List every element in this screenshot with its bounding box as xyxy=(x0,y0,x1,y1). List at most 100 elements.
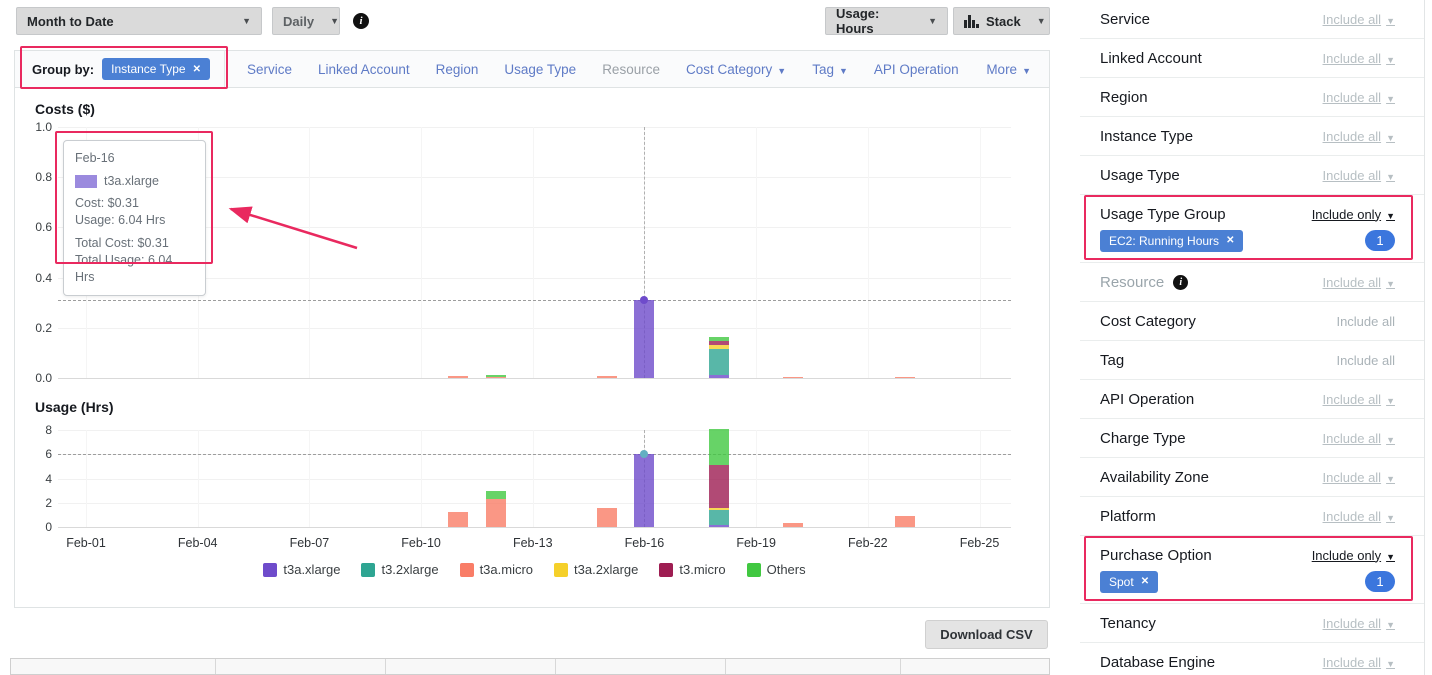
bar-segment-t3a-2xlarge[interactable] xyxy=(709,508,729,510)
metric-dropdown[interactable]: Usage: Hours ▼ xyxy=(825,7,948,35)
remove-tag-icon[interactable]: ✕ xyxy=(1141,576,1149,587)
filter-row-platform: PlatformInclude all▼ xyxy=(1080,497,1425,536)
bar-segment-others[interactable] xyxy=(709,429,729,465)
filter-action-tenancy[interactable]: Include all▼ xyxy=(1323,616,1395,631)
bar-segment-t3a-xlarge[interactable] xyxy=(709,525,729,527)
filter-label: Charge Type xyxy=(1100,430,1186,447)
group-by-active-tag[interactable]: Instance Type ✕ xyxy=(102,58,210,80)
filter-label: Region xyxy=(1100,89,1148,106)
filter-action-region[interactable]: Include all▼ xyxy=(1323,90,1395,105)
filter-action-availability-zone[interactable]: Include all▼ xyxy=(1323,470,1395,485)
bar-segment-t3a-xlarge[interactable] xyxy=(634,454,654,527)
chevron-down-icon: ▼ xyxy=(1022,66,1031,76)
bar-segment-t3a-2xlarge[interactable] xyxy=(709,345,729,349)
filter-action-database-engine[interactable]: Include all▼ xyxy=(1323,655,1395,670)
gridline xyxy=(533,127,534,378)
tooltip-usage: Usage: 6.04 Hrs xyxy=(75,212,194,229)
bar-segment-t3-micro[interactable] xyxy=(709,465,729,507)
filter-tag-spot[interactable]: Spot✕ xyxy=(1100,571,1158,593)
bar-segment-t3a-xlarge[interactable] xyxy=(709,375,729,378)
gridline xyxy=(58,378,1011,379)
bar-segment-t3a-xlarge[interactable] xyxy=(634,300,654,378)
filter-action-charge-type[interactable]: Include all▼ xyxy=(1323,431,1395,446)
bar-segment-t3a-micro[interactable] xyxy=(448,512,468,527)
download-csv-button[interactable]: Download CSV xyxy=(925,620,1048,649)
bar-segment-others[interactable] xyxy=(486,491,506,499)
filter-row-purchase-option: Purchase OptionInclude only▼Spot✕1 xyxy=(1080,536,1425,604)
bar-segment-others[interactable] xyxy=(486,375,506,377)
table-column xyxy=(556,659,726,674)
bar-segment-t3-2xlarge[interactable] xyxy=(709,349,729,375)
legend-item-t3a-micro[interactable]: t3a.micro xyxy=(460,562,533,577)
tab-service[interactable]: Service xyxy=(247,62,292,77)
table-column xyxy=(726,659,901,674)
filter-action-platform[interactable]: Include all▼ xyxy=(1323,509,1395,524)
info-icon[interactable]: i xyxy=(1173,275,1188,290)
gridline xyxy=(868,430,869,527)
tab-cost-category[interactable]: Cost Category▼ xyxy=(686,62,786,77)
legend-item-t3a-2xlarge[interactable]: t3a.2xlarge xyxy=(554,562,638,577)
bar-segment-t3-2xlarge[interactable] xyxy=(709,510,729,525)
bar-segment-t3a-micro[interactable] xyxy=(783,523,803,527)
chart-style-dropdown[interactable]: Stack ▼ xyxy=(953,7,1050,35)
filter-action-api-operation[interactable]: Include all▼ xyxy=(1323,392,1395,407)
filter-tag-ec2-running-hours[interactable]: EC2: Running Hours✕ xyxy=(1100,230,1243,252)
tab-tag[interactable]: Tag▼ xyxy=(812,62,848,77)
legend-swatch xyxy=(263,563,277,577)
filter-action-resource[interactable]: Include all▼ xyxy=(1323,275,1395,290)
tab-region[interactable]: Region xyxy=(436,62,479,77)
filter-label-text: Service xyxy=(1100,11,1150,28)
tab-linked-account[interactable]: Linked Account xyxy=(318,62,410,77)
gridline xyxy=(86,430,87,527)
group-by-label: Group by: xyxy=(32,62,94,77)
bar-segment-t3a-micro[interactable] xyxy=(486,499,506,527)
bar-segment-t3a-micro[interactable] xyxy=(895,516,915,527)
legend-item-t3a-xlarge[interactable]: t3a.xlarge xyxy=(263,562,340,577)
filter-action-label: Include all xyxy=(1323,51,1382,66)
date-range-dropdown[interactable]: Month to Date ▼ xyxy=(16,7,262,35)
bar-segment-t3-micro[interactable] xyxy=(709,341,729,345)
tab-label: Linked Account xyxy=(318,62,410,77)
filter-label: Purchase Option xyxy=(1100,547,1212,564)
x-tick-label: Feb-07 xyxy=(290,536,330,550)
bar-segment-t3a-micro[interactable] xyxy=(597,376,617,378)
group-by-tag-label: Instance Type xyxy=(111,62,186,76)
filter-action-label: Include all xyxy=(1323,90,1382,105)
filter-action-purchase-option[interactable]: Include only▼ xyxy=(1312,548,1395,563)
y-tick-label: 2 xyxy=(18,496,52,510)
gridline xyxy=(309,127,310,378)
tooltip-series-name: t3a.xlarge xyxy=(104,173,159,190)
bar-segment-t3a-micro[interactable] xyxy=(783,377,803,379)
filter-action-cost-category[interactable]: Include all xyxy=(1336,314,1395,329)
bar-segment-t3a-micro[interactable] xyxy=(597,508,617,527)
chevron-down-icon: ▼ xyxy=(1386,16,1395,26)
filter-action-tag[interactable]: Include all xyxy=(1336,353,1395,368)
legend-label: t3a.micro xyxy=(480,562,533,577)
legend-item-t3-2xlarge[interactable]: t3.2xlarge xyxy=(361,562,438,577)
tab-resource[interactable]: Resource xyxy=(602,62,660,77)
granularity-dropdown[interactable]: Daily ▼ xyxy=(272,7,340,35)
bar-segment-t3a-micro[interactable] xyxy=(895,377,915,379)
x-tick-label: Feb-22 xyxy=(848,536,888,550)
remove-tag-icon[interactable]: ✕ xyxy=(193,64,201,75)
remove-tag-icon[interactable]: ✕ xyxy=(1226,235,1234,246)
legend-item-others[interactable]: Others xyxy=(747,562,806,577)
info-icon[interactable]: i xyxy=(353,13,369,29)
bar-segment-t3a-micro[interactable] xyxy=(486,377,506,379)
legend-item-t3-micro[interactable]: t3.micro xyxy=(659,562,725,577)
filter-action-usage-type[interactable]: Include all▼ xyxy=(1323,168,1395,183)
filter-action-linked-account[interactable]: Include all▼ xyxy=(1323,51,1395,66)
filter-action-service[interactable]: Include all▼ xyxy=(1323,12,1395,27)
bar-segment-others[interactable] xyxy=(709,337,729,341)
tab-more[interactable]: More▼ xyxy=(986,62,1031,77)
chevron-down-icon: ▼ xyxy=(839,66,848,76)
chevron-down-icon: ▼ xyxy=(920,16,937,26)
bar-segment-t3a-micro[interactable] xyxy=(448,376,468,378)
tab-api-operation[interactable]: API Operation xyxy=(874,62,959,77)
legend-label: t3.micro xyxy=(679,562,725,577)
tab-usage-type[interactable]: Usage Type xyxy=(504,62,576,77)
filter-action-usage-type-group[interactable]: Include only▼ xyxy=(1312,207,1395,222)
filter-action-instance-type[interactable]: Include all▼ xyxy=(1323,129,1395,144)
y-tick-label: 0 xyxy=(18,520,52,534)
chevron-down-icon: ▼ xyxy=(1386,396,1395,406)
